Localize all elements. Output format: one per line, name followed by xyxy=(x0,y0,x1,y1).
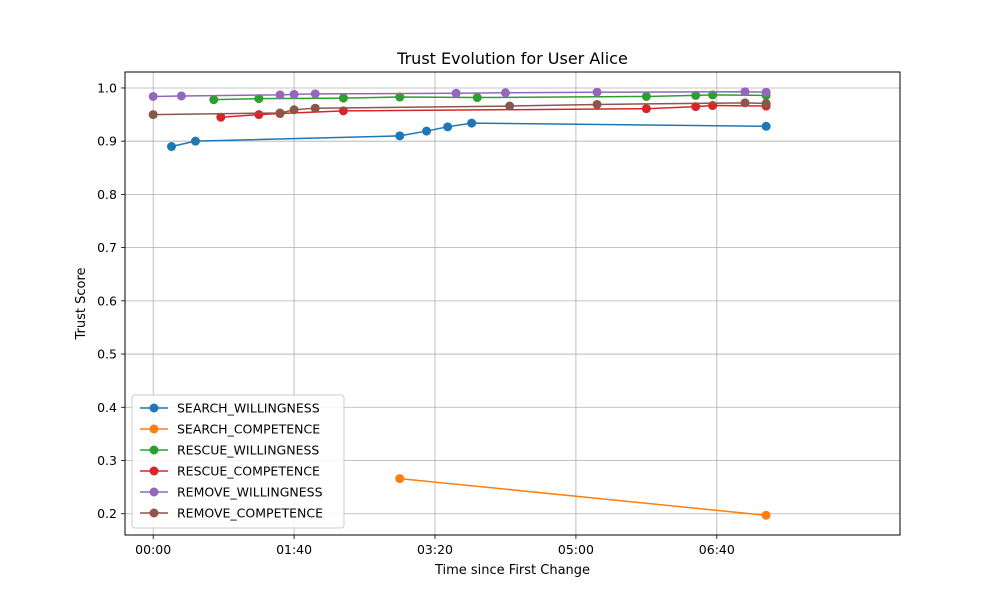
data-point-remove-competence xyxy=(592,99,602,109)
data-point-remove-competence xyxy=(740,98,750,108)
data-point-rescue-willingness xyxy=(209,95,219,105)
legend-label-rescue-competence: RESCUE_COMPETENCE xyxy=(177,464,320,479)
legend-label-remove-competence: REMOVE_COMPETENCE xyxy=(177,506,323,521)
data-point-search-competence xyxy=(761,510,771,520)
legend-marker-search-willingness xyxy=(149,403,159,413)
data-point-rescue-competence xyxy=(641,104,651,114)
data-point-rescue-competence xyxy=(254,110,264,120)
chart-title: Trust Evolution for User Alice xyxy=(396,49,628,68)
plot-frame xyxy=(124,71,901,536)
data-point-remove-competence xyxy=(289,105,299,115)
y-tick-label: 1.0 xyxy=(97,80,117,95)
data-point-search-willingness xyxy=(443,122,453,132)
series-search-competence xyxy=(395,474,771,520)
y-tick-label: 0.8 xyxy=(97,187,117,202)
data-point-remove-willingness xyxy=(740,87,750,97)
y-axis: 0.2 0.3 0.4 0.5 0.6 0.7 0.8 0.9 1.0 xyxy=(97,80,125,521)
legend-label-search-competence: SEARCH_COMPETENCE xyxy=(177,422,320,437)
data-point-search-willingness xyxy=(190,136,200,146)
series-layer xyxy=(148,87,771,520)
y-tick-label: 0.2 xyxy=(97,506,117,521)
data-point-rescue-willingness xyxy=(395,92,405,102)
data-point-remove-willingness xyxy=(275,90,285,100)
data-point-rescue-willingness xyxy=(254,94,264,104)
x-tick-label: 00:00 xyxy=(135,542,171,557)
data-point-rescue-willingness xyxy=(338,93,348,103)
legend: SEARCH_WILLINGNESS SEARCH_COMPETENCE RESCU… xyxy=(131,394,345,529)
series-rescue-willingness xyxy=(209,90,771,105)
legend-marker-rescue-competence xyxy=(149,466,159,476)
data-point-rescue-willingness xyxy=(472,93,482,103)
legend-label-remove-willingness: REMOVE_WILLINGNESS xyxy=(177,485,323,500)
x-axis-title: Time since First Change xyxy=(434,563,590,578)
data-point-search-willingness xyxy=(167,142,176,152)
x-axis: 00:00 01:40 03:20 05:00 06:40 xyxy=(135,535,735,557)
data-point-remove-competence xyxy=(761,98,771,108)
y-tick-label: 0.7 xyxy=(97,240,117,255)
data-point-search-willingness xyxy=(761,121,771,131)
y-tick-label: 0.4 xyxy=(97,400,117,415)
data-point-remove-willingness xyxy=(451,88,461,98)
data-point-remove-willingness xyxy=(761,87,771,97)
data-point-search-competence xyxy=(395,474,405,484)
series-remove-willingness xyxy=(148,87,771,101)
data-point-remove-willingness xyxy=(176,91,186,101)
x-tick-label: 03:20 xyxy=(417,542,453,557)
data-point-search-willingness xyxy=(422,126,432,136)
y-tick-label: 0.3 xyxy=(97,453,117,468)
legend-label-search-willingness: SEARCH_WILLINGNESS xyxy=(177,401,320,416)
data-point-remove-willingness xyxy=(310,89,320,99)
x-tick-label: 05:00 xyxy=(558,542,594,557)
data-point-rescue-competence xyxy=(708,101,718,111)
series-remove-competence xyxy=(148,98,771,120)
series-search-willingness xyxy=(167,118,771,152)
y-tick-label: 0.6 xyxy=(97,293,117,308)
data-point-rescue-willingness xyxy=(708,90,718,100)
x-tick-label: 06:40 xyxy=(699,542,735,557)
data-point-remove-willingness xyxy=(148,91,158,101)
data-point-rescue-competence xyxy=(691,102,701,112)
legend-marker-rescue-willingness xyxy=(149,445,159,455)
legend-marker-remove-willingness xyxy=(149,487,159,497)
legend-marker-search-competence xyxy=(149,424,159,434)
data-point-rescue-willingness xyxy=(641,91,651,101)
legend-box xyxy=(131,394,345,529)
series-line-remove-willingness xyxy=(153,90,767,98)
data-point-remove-competence xyxy=(310,103,320,113)
data-point-remove-willingness xyxy=(289,89,299,99)
series-rescue-competence xyxy=(216,101,771,122)
data-point-rescue-willingness xyxy=(691,90,701,100)
data-point-remove-competence xyxy=(275,108,285,118)
data-point-remove-willingness xyxy=(500,88,510,98)
data-point-remove-willingness xyxy=(592,87,602,97)
y-axis-title: Trust Score xyxy=(74,267,89,340)
y-tick-label: 0.9 xyxy=(97,134,117,149)
data-point-remove-competence xyxy=(505,101,515,111)
data-point-search-willingness xyxy=(467,118,477,128)
legend-label-rescue-willingness: RESCUE_WILLINGNESS xyxy=(177,443,319,458)
legend-marker-remove-competence xyxy=(149,508,159,518)
data-point-search-willingness xyxy=(395,131,405,141)
data-point-remove-competence xyxy=(148,110,158,120)
data-point-rescue-competence xyxy=(216,112,226,122)
series-line-search-competence xyxy=(399,477,767,517)
y-tick-label: 0.5 xyxy=(97,347,117,362)
x-tick-label: 01:40 xyxy=(276,542,312,557)
